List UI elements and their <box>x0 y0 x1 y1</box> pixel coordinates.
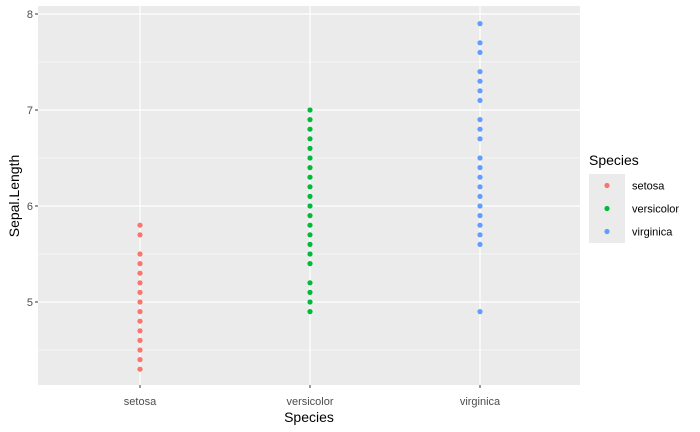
data-point <box>307 184 313 190</box>
data-point <box>477 184 483 190</box>
x-tick-label: virginica <box>460 396 501 408</box>
legend-label: versicolor <box>632 204 679 216</box>
data-point <box>137 232 143 238</box>
data-point <box>137 318 143 324</box>
data-point <box>477 117 483 123</box>
data-point <box>477 213 483 219</box>
data-point <box>137 222 143 228</box>
data-point <box>477 222 483 228</box>
legend-key-point <box>604 182 610 189</box>
data-point <box>307 309 313 315</box>
data-point <box>137 251 143 257</box>
y-axis-ticks: 5 6 7 8 <box>27 9 38 309</box>
data-point <box>307 203 313 209</box>
data-point <box>477 88 483 94</box>
data-points <box>137 21 483 372</box>
data-point <box>307 241 313 247</box>
data-point <box>307 107 313 113</box>
data-point <box>477 174 483 180</box>
legend-label: virginica <box>632 227 673 239</box>
data-point <box>137 299 143 305</box>
x-tick-label: setosa <box>124 396 157 408</box>
y-tick-label: 8 <box>27 9 33 21</box>
data-point <box>137 309 143 315</box>
legend-keys: setosa versicolor virginica <box>589 174 679 243</box>
y-axis-title: Sepal.Length <box>6 155 22 238</box>
legend-label: setosa <box>632 181 665 193</box>
data-point <box>307 289 313 295</box>
data-point <box>137 289 143 295</box>
data-point <box>477 21 483 27</box>
data-point <box>307 126 313 132</box>
data-point <box>477 78 483 84</box>
data-point <box>307 117 313 123</box>
data-point <box>477 155 483 161</box>
data-point <box>137 337 143 343</box>
data-point <box>307 145 313 151</box>
data-point <box>307 299 313 305</box>
data-point <box>477 69 483 75</box>
x-axis-ticks: setosa versicolor virginica <box>124 385 501 408</box>
data-point <box>137 261 143 267</box>
data-point <box>307 222 313 228</box>
data-point <box>307 136 313 142</box>
data-point <box>477 97 483 103</box>
data-point <box>477 126 483 132</box>
data-point <box>307 193 313 199</box>
data-point <box>307 213 313 219</box>
data-point <box>307 280 313 286</box>
data-point <box>307 155 313 161</box>
data-point <box>477 49 483 56</box>
data-point <box>307 232 313 238</box>
data-point <box>307 165 313 171</box>
data-point <box>477 136 483 142</box>
x-axis-title: Species <box>284 409 334 425</box>
data-point <box>137 347 143 353</box>
y-tick-label: 6 <box>27 201 33 213</box>
y-tick-label: 7 <box>27 105 33 117</box>
x-tick-label: versicolor <box>286 396 333 408</box>
data-point <box>477 203 483 209</box>
data-point <box>307 174 313 180</box>
data-point <box>477 309 483 315</box>
data-point <box>137 328 143 334</box>
data-point <box>477 193 483 199</box>
data-point <box>477 241 483 247</box>
data-point <box>477 232 483 238</box>
data-point <box>137 270 143 276</box>
data-point <box>307 261 313 267</box>
y-tick-label: 5 <box>27 297 33 309</box>
legend: Species setosa versicolor virginica <box>589 152 679 243</box>
data-point <box>307 251 313 257</box>
legend-key-point <box>604 228 610 235</box>
data-point <box>477 165 483 171</box>
data-point <box>137 357 143 363</box>
legend-title: Species <box>589 152 639 168</box>
data-point <box>137 366 143 372</box>
data-point <box>477 40 483 46</box>
legend-key-point <box>604 205 610 212</box>
data-point <box>137 280 143 286</box>
